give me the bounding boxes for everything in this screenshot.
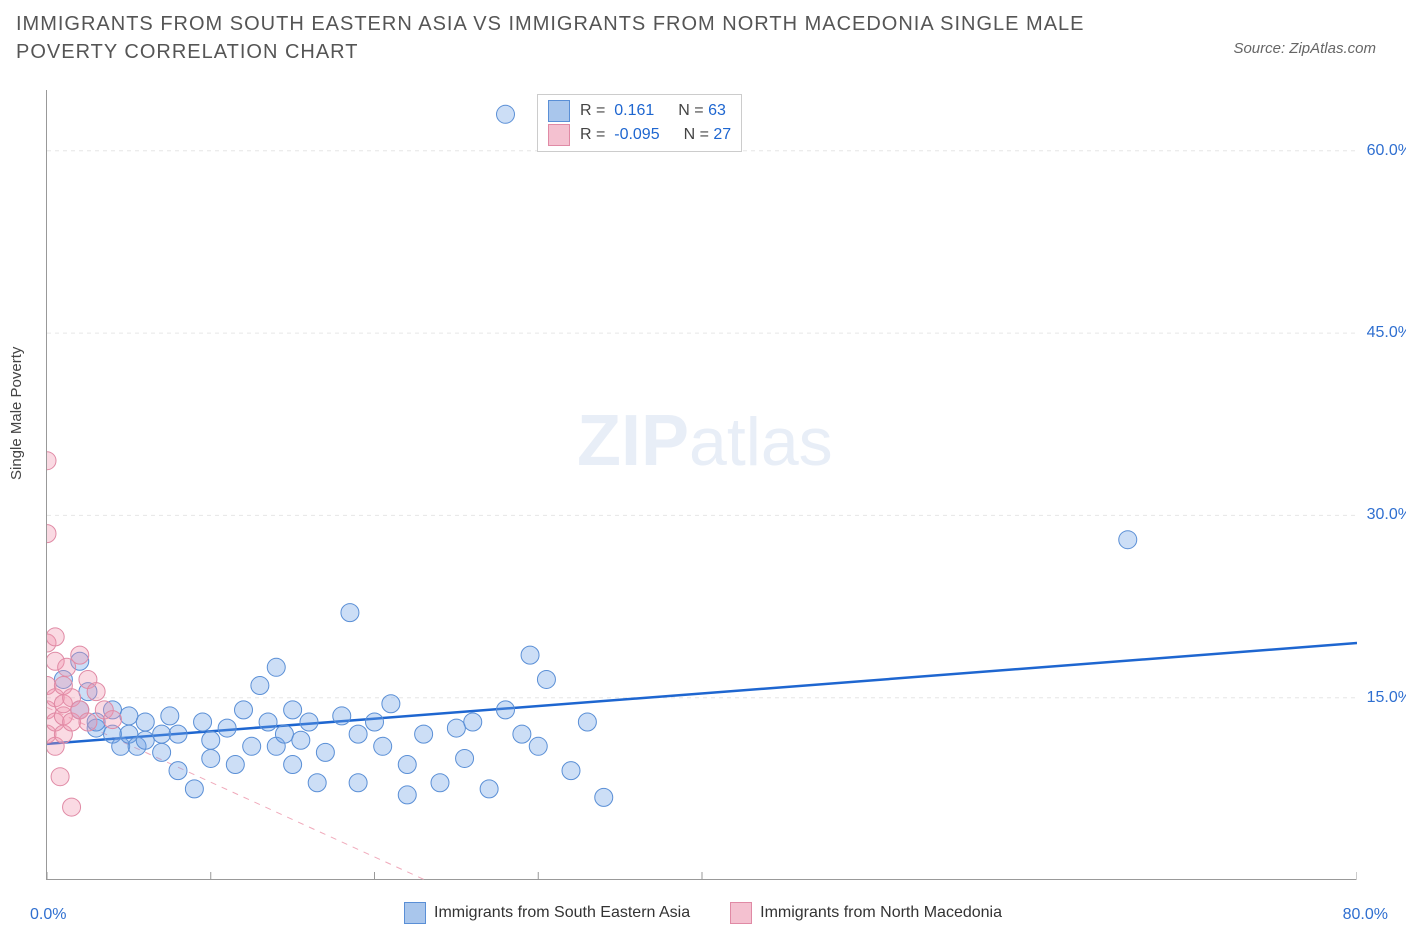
y-axis-label: Single Male Poverty (8, 347, 25, 480)
legend-swatch (548, 124, 570, 146)
y-tick-label: 30.0% (1367, 506, 1406, 524)
scatter-chart-svg (47, 90, 1357, 880)
chart-title: IMMIGRANTS FROM SOUTH EASTERN ASIA VS IM… (16, 10, 1116, 66)
legend-swatch (730, 902, 752, 924)
legend-row: R = 0.161 N = 63 (548, 99, 731, 123)
legend-swatch (548, 100, 570, 122)
series-legend: Immigrants from South Eastern Asia Immigr… (0, 902, 1406, 924)
legend-item-label: Immigrants from North Macedonia (760, 904, 1002, 922)
y-tick-label: 15.0% (1367, 689, 1406, 707)
y-tick-label: 60.0% (1367, 142, 1406, 160)
legend-item: Immigrants from South Eastern Asia (404, 902, 690, 924)
plot-area: ZIPatlas R = 0.161N = 63R = -0.095N = 27… (46, 90, 1356, 880)
legend-r-label: R = -0.095 (580, 126, 660, 144)
legend-item-label: Immigrants from South Eastern Asia (434, 904, 690, 922)
correlation-legend-box: R = 0.161 N = 63 R = -0.095 N = 27 (537, 94, 742, 152)
legend-row: R = -0.095 N = 27 (548, 123, 731, 147)
legend-n-label: N = 63 (678, 102, 726, 120)
legend-r-label: R = 0.161 (580, 102, 654, 120)
legend-swatch (404, 902, 426, 924)
legend-item: Immigrants from North Macedonia (730, 902, 1002, 924)
y-tick-label: 45.0% (1367, 324, 1406, 342)
source-credit: Source: ZipAtlas.com (1233, 40, 1376, 57)
legend-n-label: N = 27 (684, 126, 732, 144)
